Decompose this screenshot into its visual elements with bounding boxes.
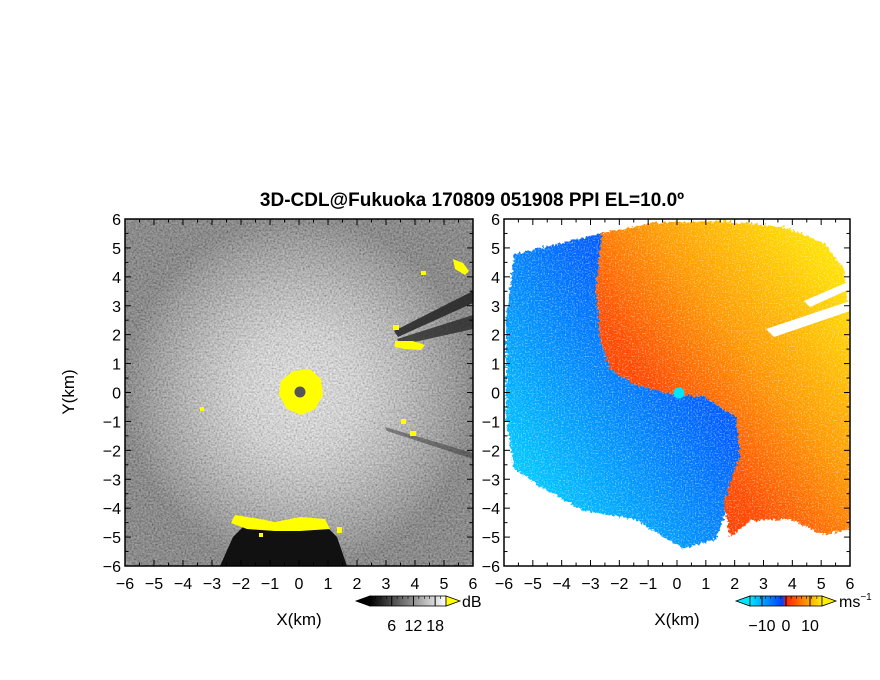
x-tick-label: 4 — [411, 576, 420, 593]
velocity-colorbar-unit: ms−1 — [839, 592, 872, 611]
colorbar-over-triangle — [821, 595, 838, 607]
velocity-image — [504, 219, 850, 566]
x-tick-label: 6 — [469, 576, 478, 593]
snr-ylabel: Y(km) — [59, 369, 78, 414]
velocity-panel: −6 −5 −4 −3 −2 −1 0 1 2 3 4 5 6 6 5 4 3 2 1 0 −1 −2 −3 −4 −5 −6 — [482, 212, 855, 593]
x-tick-label: −2 — [610, 576, 628, 593]
x-tick-label: −3 — [203, 576, 221, 593]
y-tick-label: 0 — [112, 386, 121, 403]
y-tick-label: 2 — [491, 328, 500, 345]
colorbar-tick-label: 18 — [426, 618, 444, 635]
y-tick-label: −3 — [103, 472, 121, 489]
y-tick-label: 0 — [491, 386, 500, 403]
x-tick-label: −5 — [145, 576, 163, 593]
y-tick-label: 3 — [112, 299, 121, 316]
snr-panel: −6 −5 −4 −3 −2 −1 0 1 2 3 4 5 6 6 5 4 3 2 1 0 −1 −2 −3 −4 −5 −6 — [103, 212, 478, 593]
x-tick-label: 3 — [382, 576, 391, 593]
figure-title: 3D-CDL@Fukuoka 170809 051908 PPI EL=10.0… — [260, 190, 684, 211]
y-tick-label: −2 — [103, 443, 121, 460]
x-tick-label: 0 — [295, 576, 304, 593]
y-tick-label: 6 — [491, 212, 500, 229]
colorbar-under-triangle — [734, 595, 751, 607]
x-tick-label: −3 — [581, 576, 599, 593]
y-tick-label: −1 — [482, 414, 500, 431]
velocity-ticks: −6 −5 −4 −3 −2 −1 0 1 2 3 4 5 6 6 5 4 3 2 1 0 −1 −2 −3 −4 −5 −6 — [482, 212, 855, 593]
snr-ticks: −6 −5 −4 −3 −2 −1 0 1 2 3 4 5 6 6 5 4 3 2 1 0 −1 −2 −3 −4 −5 −6 — [103, 212, 478, 593]
y-tick-label: 1 — [112, 357, 121, 374]
y-tick-label: 3 — [491, 299, 500, 316]
y-tick-label: 5 — [491, 241, 500, 258]
y-tick-label: 4 — [491, 270, 500, 287]
x-tick-label: 0 — [673, 576, 682, 593]
y-tick-label: −6 — [482, 559, 500, 576]
x-tick-label: 4 — [788, 576, 797, 593]
y-tick-label: 2 — [112, 328, 121, 345]
x-tick-label: −6 — [116, 576, 134, 593]
colorbar-tick-label: 10 — [801, 618, 819, 635]
colorbar-over-triangle — [445, 595, 462, 607]
x-tick-label: −4 — [553, 576, 571, 593]
x-tick-label: −5 — [524, 576, 542, 593]
x-tick-label: 2 — [730, 576, 739, 593]
snr-xlabel: X(km) — [276, 610, 321, 629]
x-tick-label: 6 — [846, 576, 855, 593]
x-tick-label: 1 — [701, 576, 710, 593]
snr-colorbar: 6 12 18 dB — [354, 594, 482, 635]
y-tick-label: −4 — [103, 501, 121, 518]
y-tick-label: −1 — [103, 414, 121, 431]
saturated-regions — [200, 259, 469, 537]
y-tick-label: 1 — [491, 357, 500, 374]
colorbar-under-triangle — [354, 595, 371, 607]
x-tick-label: 5 — [817, 576, 826, 593]
y-tick-label: −2 — [482, 443, 500, 460]
y-tick-label: −5 — [482, 530, 500, 547]
snr-colorbar-unit: dB — [462, 594, 482, 611]
y-tick-label: −5 — [103, 530, 121, 547]
x-tick-label: 2 — [353, 576, 362, 593]
y-tick-label: 5 — [112, 241, 121, 258]
x-tick-label: −4 — [174, 576, 192, 593]
snr-image — [125, 219, 473, 566]
x-tick-label: −1 — [639, 576, 657, 593]
radar-marker — [673, 387, 685, 399]
colorbar-tick-label: 6 — [387, 618, 396, 635]
radar-marker — [294, 386, 306, 398]
colorbar-tick-label: 12 — [405, 618, 423, 635]
x-tick-label: −2 — [232, 576, 250, 593]
y-tick-label: −3 — [482, 472, 500, 489]
x-tick-label: 5 — [440, 576, 449, 593]
x-tick-label: 1 — [324, 576, 333, 593]
x-tick-label: −1 — [261, 576, 279, 593]
colorbar-tick-label: 0 — [782, 618, 791, 635]
y-tick-label: −6 — [103, 559, 121, 576]
velocity-colorbar: −10 0 10 ms−1 — [734, 592, 872, 635]
x-tick-label: 3 — [759, 576, 768, 593]
colorbar-tick-label: −10 — [748, 618, 775, 635]
x-tick-label: −6 — [495, 576, 513, 593]
y-tick-label: 6 — [112, 212, 121, 229]
y-tick-label: −4 — [482, 501, 500, 518]
y-tick-label: 4 — [112, 270, 121, 287]
velocity-xlabel: X(km) — [654, 610, 699, 629]
